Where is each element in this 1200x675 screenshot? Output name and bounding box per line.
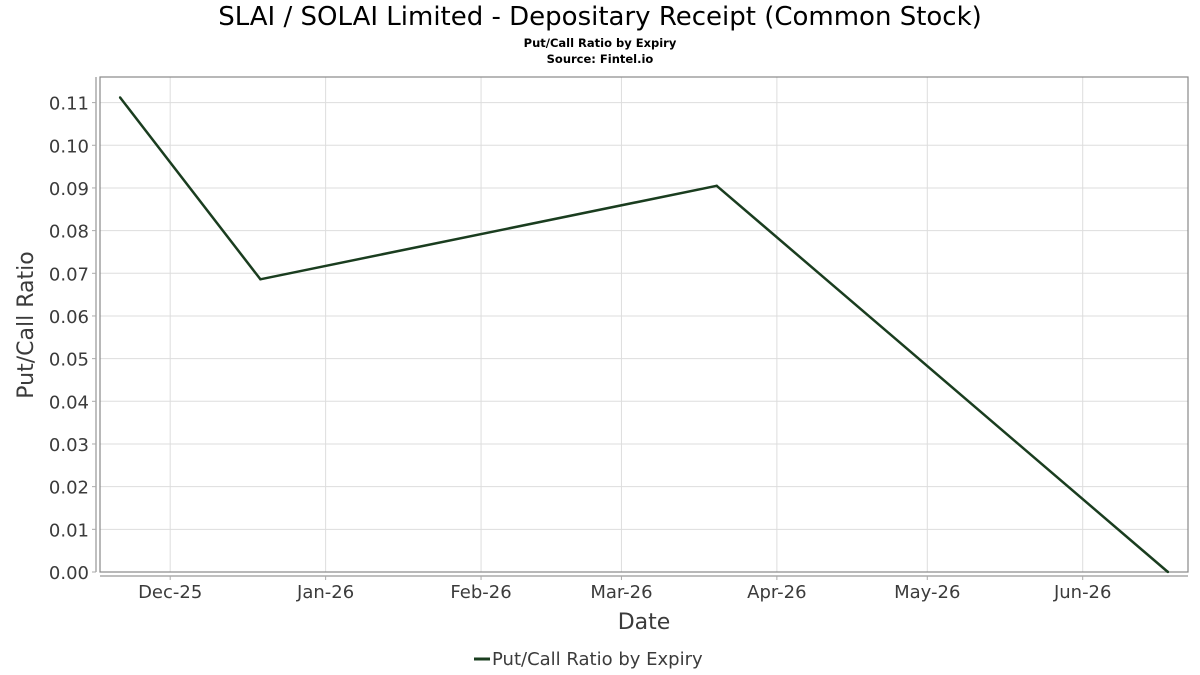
chart-subtitle: Put/Call Ratio by Expiry: [523, 36, 677, 50]
legend-label[interactable]: Put/Call Ratio by Expiry: [492, 649, 703, 670]
x-axis-ticks: Dec-25 Jan-26 Feb-26 Mar-26 Apr-26 May-26 Jun-…: [138, 576, 1111, 603]
grid-lines: [100, 77, 1188, 573]
y-tick-label: 0.11: [49, 94, 89, 115]
y-tick-label: 0.07: [49, 264, 89, 285]
y-tick-label: 0.03: [49, 435, 89, 456]
y-tick-label: 0.08: [49, 222, 89, 243]
series-line: [119, 96, 1169, 573]
x-tick-label: Dec-25: [138, 582, 202, 603]
y-tick-label: 0.00: [49, 563, 89, 584]
data-point[interactable]: [1166, 570, 1170, 574]
chart-source: Source: Fintel.io: [546, 52, 654, 66]
x-tick-label: Feb-26: [450, 582, 511, 603]
x-tick-label: May-26: [894, 582, 960, 603]
y-tick-label: 0.06: [49, 307, 89, 328]
y-tick-label: 0.10: [49, 136, 89, 157]
data-point[interactable]: [118, 96, 122, 99]
data-point[interactable]: [715, 184, 718, 188]
y-tick-label: 0.09: [49, 179, 89, 200]
legend[interactable]: Put/Call Ratio by Expiry: [474, 649, 703, 670]
data-point[interactable]: [259, 278, 262, 281]
y-tick-label: 0.04: [49, 392, 89, 413]
y-axis-ticks: 0.00 0.01 0.02 0.03 0.04 0.05 0.06 0.07 0.08 0.09…: [49, 94, 96, 584]
x-tick-label: Apr-26: [747, 582, 806, 603]
x-axis-label: Date: [618, 610, 671, 635]
y-tick-label: 0.02: [49, 478, 89, 499]
y-axis-label: Put/Call Ratio: [14, 251, 39, 398]
y-tick-label: 0.01: [49, 520, 89, 541]
x-tick-label: Jan-26: [296, 582, 354, 603]
x-tick-label: Jun-26: [1053, 582, 1112, 603]
chart-title: SLAI / SOLAI Limited - Depositary Receip…: [218, 2, 982, 32]
plot-area-border: [99, 76, 1189, 573]
series-group: [118, 96, 1170, 574]
y-tick-label: 0.05: [49, 350, 89, 371]
x-tick-label: Mar-26: [590, 582, 652, 603]
